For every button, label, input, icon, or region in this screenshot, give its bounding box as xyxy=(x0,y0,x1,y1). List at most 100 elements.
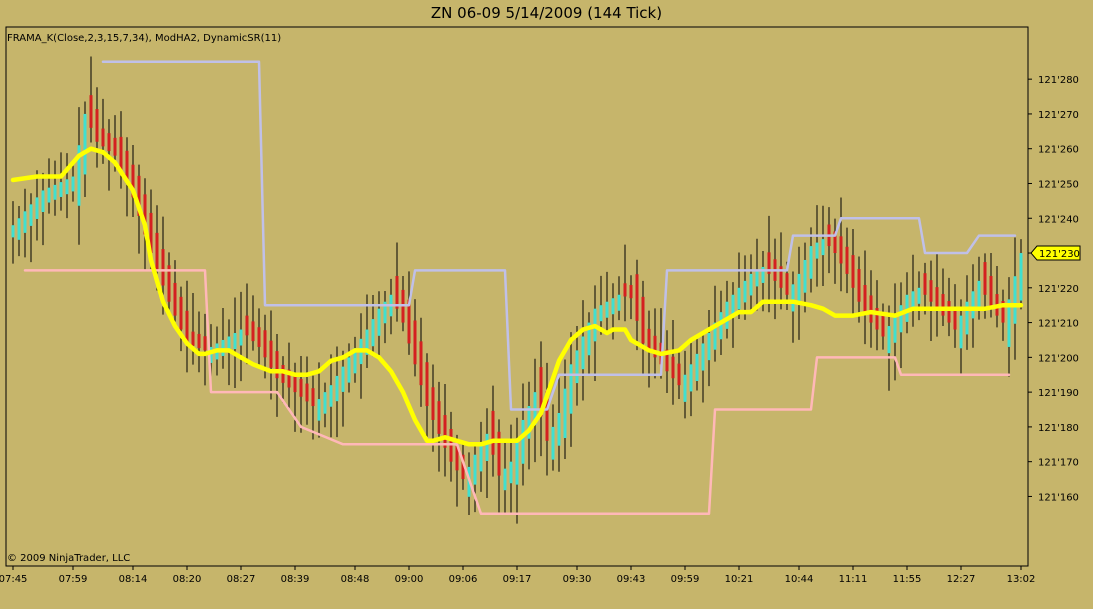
bar-body xyxy=(347,357,351,383)
bar-body xyxy=(485,433,489,461)
bar-body xyxy=(479,444,483,472)
bar-body xyxy=(683,374,687,402)
y-tick-label: 121'260 xyxy=(1038,145,1079,156)
bar-body xyxy=(1013,276,1017,324)
bar-body xyxy=(287,369,291,388)
x-tick-label: 13:02 xyxy=(1007,574,1036,585)
bar-body xyxy=(935,287,939,309)
bar-body xyxy=(989,275,993,309)
current-price-box xyxy=(1030,245,1081,261)
bar-body xyxy=(887,326,891,354)
bar-body xyxy=(107,133,111,152)
bar-body xyxy=(233,333,237,350)
bar-body xyxy=(35,197,39,219)
bar-body xyxy=(71,176,75,192)
bar-body xyxy=(623,283,627,297)
bar-body xyxy=(731,294,735,317)
bar-body xyxy=(197,333,201,349)
resistance-line xyxy=(101,60,1017,411)
bar-body xyxy=(695,353,699,382)
bar-body xyxy=(725,301,729,329)
copyright-text: © 2009 NinjaTrader, LLC xyxy=(7,553,131,564)
bar-body xyxy=(83,113,87,175)
y-tick-label: 121'170 xyxy=(1038,458,1079,469)
bar-body xyxy=(239,329,243,346)
bar-body xyxy=(869,295,873,323)
bar-body xyxy=(155,232,159,270)
bar-body xyxy=(527,406,531,439)
bar-body xyxy=(767,252,771,274)
bar-body xyxy=(857,269,861,302)
bar-body xyxy=(101,128,105,147)
bar-body xyxy=(743,280,747,303)
bar-body xyxy=(47,187,51,203)
x-tick-label: 07:59 xyxy=(59,574,88,585)
bar-body xyxy=(377,308,381,336)
y-tick-label: 121'270 xyxy=(1038,110,1079,121)
bar-body xyxy=(113,137,117,156)
bar-body xyxy=(455,446,459,471)
bar-body xyxy=(905,294,909,322)
bar-body xyxy=(473,454,477,485)
x-tick-label: 08:20 xyxy=(173,574,202,585)
bar-body xyxy=(599,305,603,322)
bar-body xyxy=(341,366,345,392)
bar-body xyxy=(119,136,123,170)
bar-body xyxy=(539,367,543,417)
bar-body xyxy=(1007,299,1011,347)
bar-body xyxy=(653,335,657,358)
bar-body xyxy=(11,225,15,238)
bar-body xyxy=(917,287,921,304)
bar-body xyxy=(275,351,279,379)
x-tick-label: 12:27 xyxy=(947,574,976,585)
x-tick-label: 09:43 xyxy=(617,574,646,585)
bar-body xyxy=(395,275,399,309)
bar-body xyxy=(443,415,447,448)
bar-body xyxy=(251,321,255,342)
bar-body xyxy=(521,419,525,464)
bar-body xyxy=(149,212,153,254)
bar-body xyxy=(23,211,27,233)
x-tick-label: 09:06 xyxy=(449,574,478,585)
bar-body xyxy=(209,346,213,363)
bar-body xyxy=(335,375,339,402)
bar-body xyxy=(713,322,717,350)
bar-body xyxy=(461,454,465,480)
y-tick-label: 121'240 xyxy=(1038,214,1079,225)
bar-body xyxy=(305,383,309,402)
bar-body xyxy=(263,330,267,358)
bar-body xyxy=(833,231,837,254)
bar-body xyxy=(419,341,423,386)
bar-body xyxy=(785,273,789,295)
x-tick-label: 08:27 xyxy=(227,574,256,585)
bar-body xyxy=(407,299,411,344)
bar-body xyxy=(629,285,633,299)
bar-body xyxy=(173,282,177,316)
bar-body xyxy=(89,95,93,128)
bar-body xyxy=(491,410,495,455)
bar-body xyxy=(779,266,783,288)
bar-body xyxy=(575,350,579,384)
bar-body xyxy=(431,387,435,420)
y-tick-label: 121'250 xyxy=(1038,179,1079,190)
bar-body xyxy=(809,246,813,279)
bar-body xyxy=(881,314,885,337)
bar-body xyxy=(707,333,711,361)
bar-body xyxy=(515,440,519,485)
bar-body xyxy=(983,262,987,295)
bar-body xyxy=(677,363,681,386)
bar-body xyxy=(581,336,585,370)
bar-body xyxy=(29,204,33,226)
bar-body xyxy=(383,301,387,324)
bar-body xyxy=(911,291,915,308)
bar-body xyxy=(551,426,555,460)
bar-body xyxy=(41,190,45,212)
bar-body xyxy=(299,378,303,397)
x-tick-label: 11:11 xyxy=(839,574,868,585)
x-tick-label: 09:30 xyxy=(563,574,592,585)
bar-body xyxy=(281,365,285,383)
x-tick-label: 09:17 xyxy=(503,574,532,585)
bar-body xyxy=(755,270,759,287)
bar-body xyxy=(737,287,741,310)
